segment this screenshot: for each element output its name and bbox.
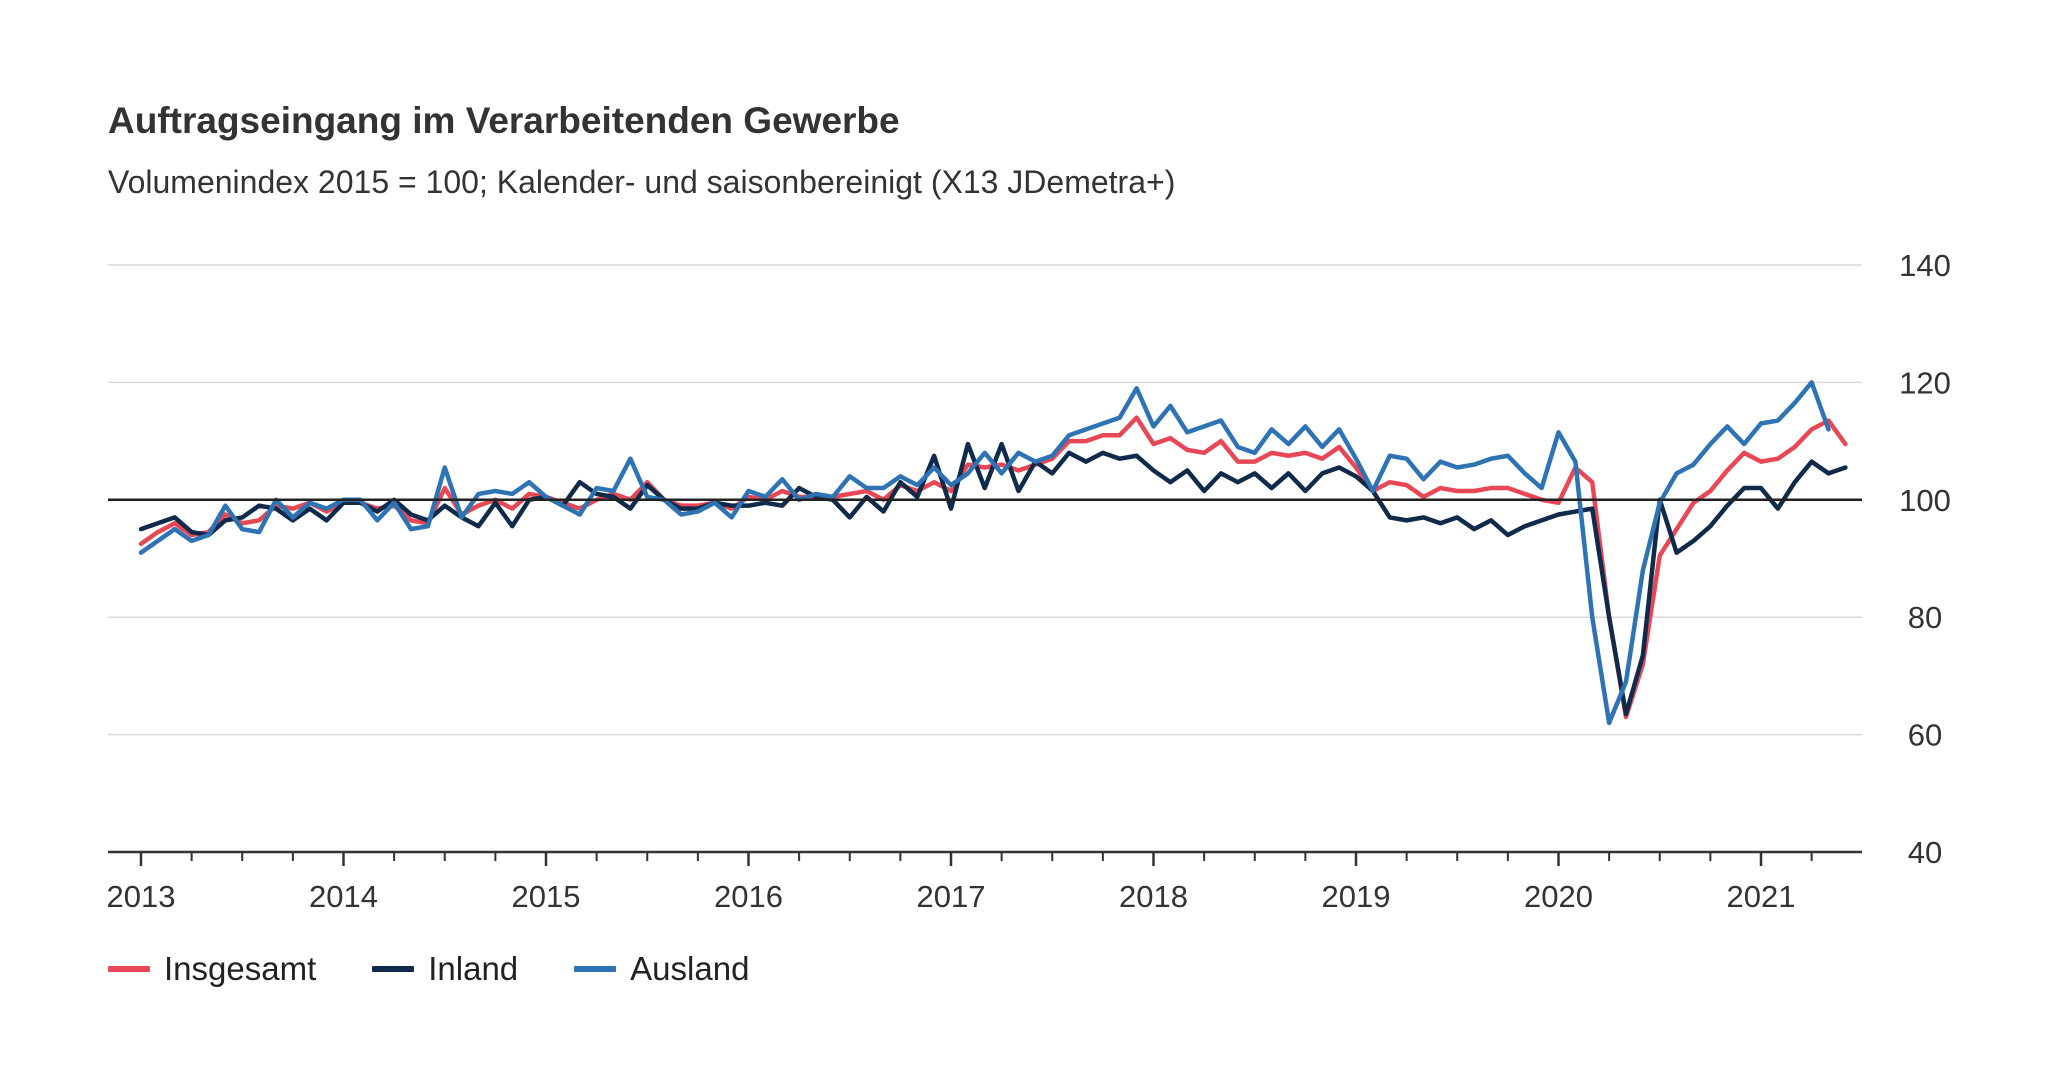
series-line-ausland bbox=[138, 380, 1831, 726]
y-tick-label-120: 120 bbox=[1899, 365, 1951, 400]
legend-swatch-inland bbox=[372, 966, 415, 972]
legend-item-insgesamt: Insgesamt bbox=[108, 950, 316, 988]
chart-subtitle: Volumenindex 2015 = 100; Kalender- und s… bbox=[108, 164, 1176, 200]
x-tick-label-2020: 2020 bbox=[1524, 879, 1593, 914]
y-tick-label-60: 60 bbox=[1908, 718, 1942, 753]
legend-label-inland: Inland bbox=[428, 950, 519, 987]
legend: Insgesamt Inland Ausland bbox=[108, 950, 749, 988]
legend-label-ausland: Ausland bbox=[630, 950, 750, 987]
legend-item-inland: Inland bbox=[372, 950, 518, 988]
x-tick-label-2017: 2017 bbox=[917, 879, 986, 914]
x-tick-label-2021: 2021 bbox=[1727, 879, 1796, 914]
y-tick-label-40: 40 bbox=[1908, 835, 1942, 870]
x-tick-label-2014: 2014 bbox=[309, 879, 378, 914]
x-tick-label-2013: 2013 bbox=[107, 879, 176, 914]
legend-item-ausland: Ausland bbox=[574, 950, 749, 988]
x-tick-label-2016: 2016 bbox=[714, 879, 783, 914]
chart-title: Auftragseingang im Verarbeitenden Gewerb… bbox=[108, 100, 900, 141]
legend-swatch-ausland bbox=[574, 966, 617, 972]
y-tick-label-100: 100 bbox=[1899, 483, 1951, 518]
x-tick-label-2015: 2015 bbox=[512, 879, 581, 914]
x-tick-label-2019: 2019 bbox=[1322, 879, 1391, 914]
y-tick-label-80: 80 bbox=[1908, 600, 1942, 635]
x-tick-label-2018: 2018 bbox=[1119, 879, 1188, 914]
legend-swatch-insgesamt bbox=[108, 966, 150, 972]
y-tick-label-140: 140 bbox=[1899, 248, 1951, 283]
legend-label-insgesamt: Insgesamt bbox=[164, 950, 317, 987]
